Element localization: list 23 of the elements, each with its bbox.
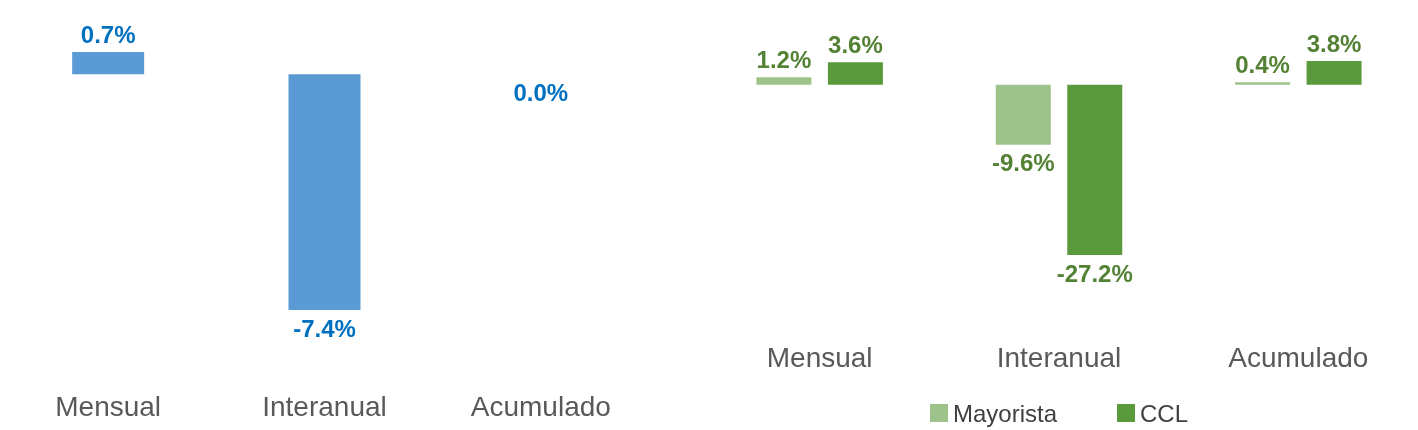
data-label: 3.6% bbox=[828, 30, 883, 58]
bar bbox=[827, 62, 883, 85]
bar bbox=[1235, 82, 1291, 85]
data-label: -27.2% bbox=[1056, 259, 1133, 287]
data-label: 0.4% bbox=[1235, 50, 1290, 78]
bar bbox=[995, 84, 1051, 145]
data-label: -7.4% bbox=[293, 314, 356, 342]
x-tick-label: Acumulado bbox=[470, 390, 611, 422]
data-label: 0.0% bbox=[513, 78, 569, 106]
data-label: 1.2% bbox=[756, 45, 812, 73]
legend-label: Mayorista bbox=[952, 399, 1058, 427]
x-tick-label: Interanual bbox=[996, 341, 1122, 373]
bar bbox=[1067, 84, 1123, 255]
x-tick-label: Interanual bbox=[262, 390, 387, 422]
data-label: 0.7% bbox=[80, 20, 136, 48]
x-tick-label: Mensual bbox=[766, 341, 873, 373]
bar bbox=[756, 77, 812, 85]
x-tick-label: Acumulado bbox=[1228, 341, 1369, 373]
legend-label: CCL bbox=[1140, 399, 1189, 427]
data-label: 3.8% bbox=[1306, 29, 1362, 57]
x-tick-label: Mensual bbox=[55, 390, 162, 422]
bar bbox=[1306, 61, 1362, 85]
data-label: -9.6% bbox=[991, 149, 1055, 177]
